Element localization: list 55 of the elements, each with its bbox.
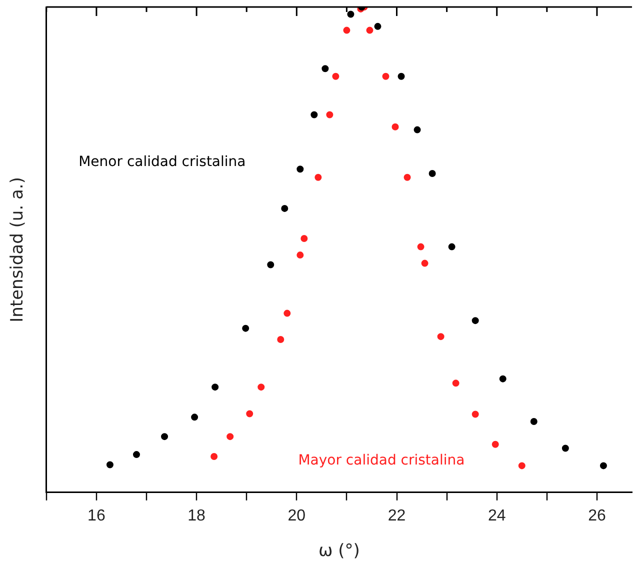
- point: [332, 72, 340, 80]
- point: [267, 261, 274, 268]
- point: [277, 336, 284, 343]
- point: [392, 123, 399, 130]
- point: [191, 414, 198, 421]
- point: [421, 260, 428, 267]
- x-tick-label: 26: [588, 507, 606, 524]
- point: [452, 380, 460, 387]
- point: [472, 317, 479, 324]
- point: [417, 243, 424, 250]
- x-tick-label: 20: [288, 507, 306, 524]
- point: [242, 324, 250, 332]
- text: Mayor calidad cristalina: [298, 452, 465, 468]
- x-tick-label: 16: [88, 507, 106, 524]
- point: [366, 26, 374, 34]
- point: [428, 170, 436, 177]
- point: [414, 126, 421, 134]
- point: [518, 462, 526, 470]
- point: [472, 410, 479, 418]
- text: Menor calidad cristalina: [78, 154, 246, 170]
- point: [210, 452, 218, 460]
- point: [226, 433, 234, 440]
- point: [161, 433, 168, 440]
- point: [382, 72, 390, 80]
- point: [310, 111, 318, 118]
- point: [600, 462, 607, 470]
- point: [296, 252, 304, 259]
- point: [374, 22, 382, 30]
- y-axis-title: Intensidad (u. a.): [8, 177, 28, 322]
- point: [492, 440, 499, 448]
- point: [212, 384, 219, 391]
- point: [404, 174, 411, 181]
- point: [530, 418, 538, 426]
- point: [326, 111, 334, 118]
- point: [132, 451, 140, 458]
- point: [258, 384, 265, 391]
- point: [398, 72, 405, 80]
- point: [284, 310, 291, 317]
- point: [246, 410, 254, 418]
- point: [314, 174, 322, 181]
- point: [343, 26, 350, 34]
- point: [296, 166, 304, 173]
- x-tick-label: 18: [188, 507, 206, 524]
- point: [437, 333, 444, 340]
- point: [281, 204, 288, 212]
- point: [322, 65, 329, 72]
- point: [499, 375, 506, 382]
- x-tick-label: 22: [388, 507, 406, 524]
- point: [300, 235, 308, 242]
- point: [106, 461, 114, 468]
- point: [347, 10, 354, 18]
- point: [562, 444, 569, 452]
- x-axis-title: ω (°): [318, 541, 360, 562]
- x-tick-label: 24: [488, 507, 506, 524]
- point: [448, 243, 456, 250]
